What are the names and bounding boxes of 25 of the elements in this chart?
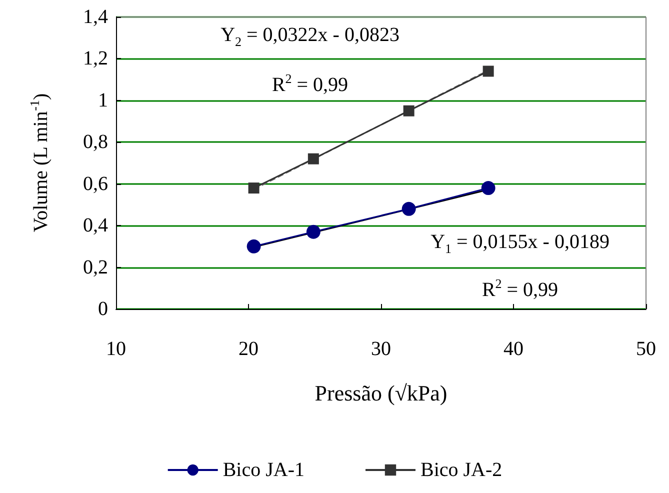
x-tick-label: 40 bbox=[504, 338, 524, 360]
y-tick-label: 0,4 bbox=[83, 214, 108, 237]
legend-label: Bico JA-1 bbox=[222, 459, 305, 481]
y-tick-label: 0,8 bbox=[83, 131, 108, 154]
point bbox=[246, 239, 261, 254]
point bbox=[481, 181, 496, 196]
point bbox=[402, 202, 416, 216]
x-tick-label: 20 bbox=[238, 338, 258, 360]
y-tick-label: 1,4 bbox=[83, 6, 108, 28]
legend-label: Bico JA-2 bbox=[420, 459, 502, 481]
point bbox=[306, 224, 320, 239]
y-tick-label: 0,2 bbox=[83, 256, 108, 278]
y-tick-label: 1,2 bbox=[83, 48, 108, 70]
y-tick-label: 0,6 bbox=[83, 172, 108, 195]
x-tick-label: 10 bbox=[106, 338, 126, 360]
y-tick-label: 0 bbox=[98, 298, 108, 320]
point bbox=[248, 182, 260, 194]
point bbox=[482, 66, 494, 77]
x-axis-title: Pressão (√kPa) bbox=[314, 380, 448, 406]
x-tick-label: 30 bbox=[371, 338, 391, 360]
point bbox=[308, 153, 319, 164]
x-tick-label: 50 bbox=[636, 338, 656, 360]
y-tick-label: 1 bbox=[98, 89, 108, 112]
y-axis-title: Volume (L min-1) bbox=[27, 93, 52, 232]
point bbox=[403, 105, 414, 116]
